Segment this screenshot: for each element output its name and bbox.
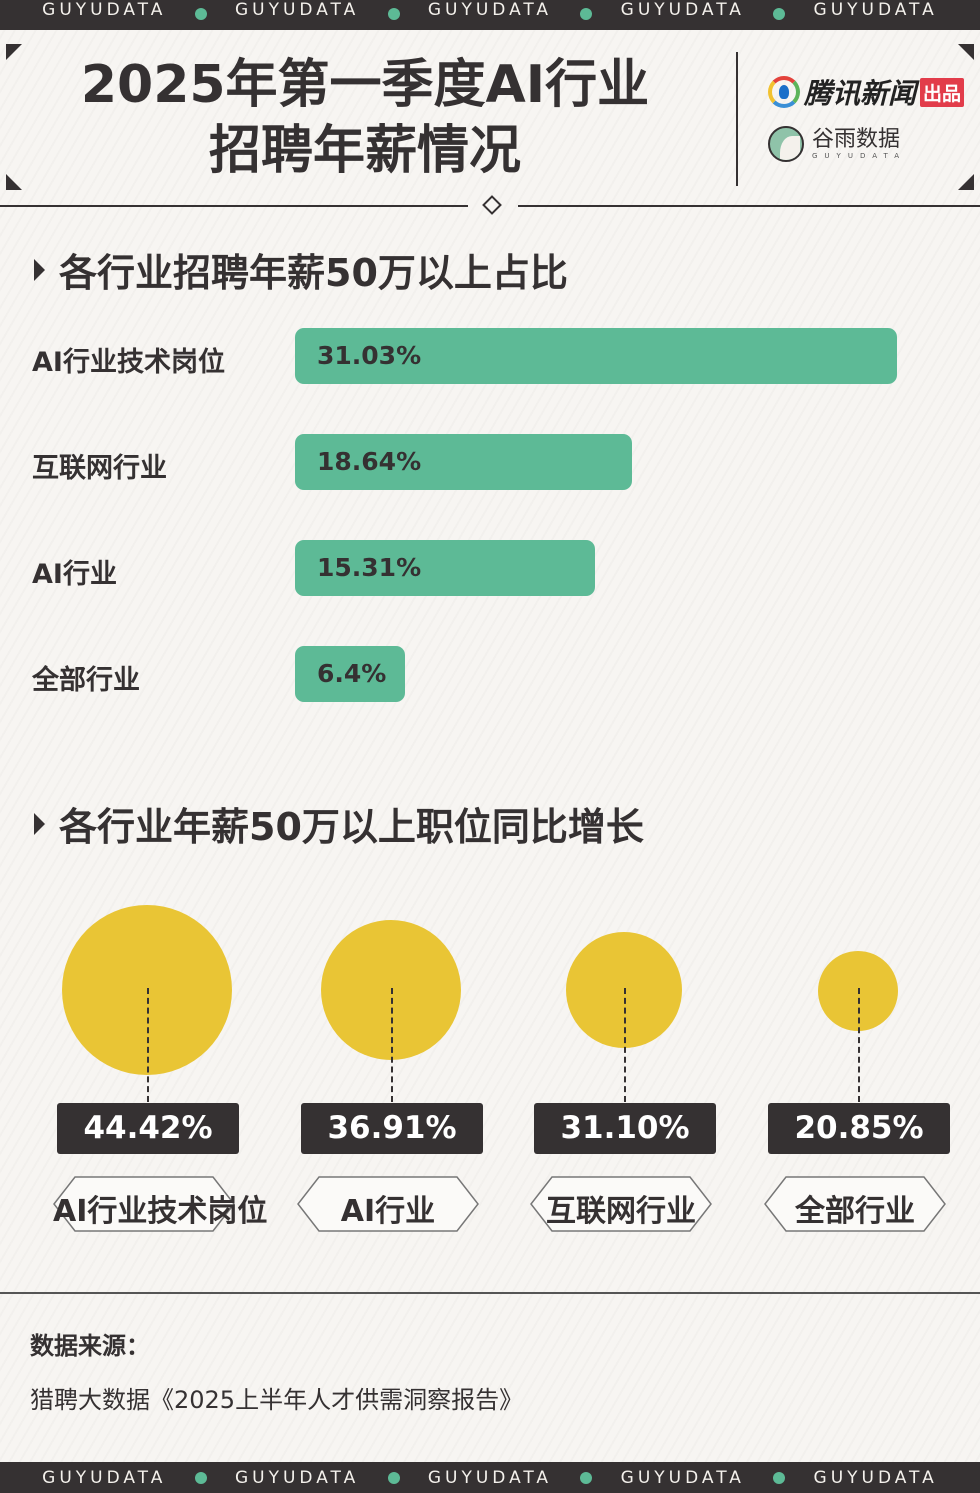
growth-value: 20.85%	[768, 1103, 950, 1154]
bar: 15.31%	[295, 540, 595, 596]
bar-label: AI行业技术岗位	[32, 347, 225, 378]
brand-text: GUYUDATA	[42, 1467, 167, 1488]
category-tag: 互联网行业	[530, 1176, 712, 1232]
brand-text: GUYUDATA	[234, 0, 360, 20]
dashed-connector	[391, 988, 393, 1102]
bubble-item: 31.10% 互联网行业	[524, 880, 724, 1240]
caret-right-icon	[34, 258, 45, 281]
diamond-icon	[482, 195, 502, 215]
dashed-connector	[147, 988, 149, 1102]
growth-value: 36.91%	[301, 1103, 483, 1154]
logo-subtitle: GUYUDATA	[812, 152, 906, 160]
dashed-connector	[624, 988, 626, 1102]
dot-icon	[387, 8, 400, 20]
corner-triangle-icon	[6, 174, 22, 190]
header-rule-left	[0, 205, 468, 207]
caret-right-icon	[34, 812, 45, 835]
logo-name: 谷雨数据	[812, 127, 901, 152]
bar-value: 31.03%	[317, 341, 422, 370]
dot-icon	[580, 1471, 593, 1484]
bar-value: 15.31%	[317, 553, 422, 582]
category-label: 全部行业	[795, 1194, 915, 1229]
brand-text: GUYUDATA	[427, 0, 553, 20]
section-title-growth: 各行业年薪50万以上职位同比增长	[34, 796, 644, 851]
section-title-text: 各行业招聘年薪50万以上占比	[59, 251, 568, 295]
title-line-1: 2025年第一季度AI行业	[80, 55, 650, 115]
source-divider	[0, 1292, 980, 1294]
category-label: AI行业	[340, 1194, 436, 1229]
bar-value: 6.4%	[317, 659, 387, 688]
bar-label: 互联网行业	[32, 453, 167, 484]
category-label: 互联网行业	[546, 1194, 696, 1229]
bottom-brand-strip: GUYUDATA GUYUDATA GUYUDATA GUYUDATA GUYU…	[0, 1462, 980, 1493]
section-title-share: 各行业招聘年薪50万以上占比	[34, 242, 568, 297]
dot-icon	[773, 8, 786, 20]
hexagon-frame-icon	[530, 1176, 712, 1232]
bar: 6.4%	[295, 646, 405, 702]
brand-text: GUYUDATA	[620, 0, 745, 20]
brand-text: GUYUDATA	[813, 0, 938, 20]
hexagon-frame-icon	[53, 1176, 235, 1232]
hexagon-frame-icon	[297, 1176, 479, 1232]
guyu-data-logo: 谷雨数据 GUYUDATA	[768, 126, 906, 162]
bubble-item: 20.85% 全部行业	[758, 880, 958, 1240]
top-brand-strip: GUYUDATA GUYUDATA GUYUDATA GUYUDATA GUYU…	[0, 0, 980, 30]
bar-row: 全部行业 6.4%	[0, 646, 980, 704]
brand-text: GUYUDATA	[620, 1467, 745, 1488]
title-line-2: 招聘年薪情况	[208, 121, 521, 181]
header-rule-right	[518, 205, 980, 207]
brand-text: GUYUDATA	[813, 1467, 938, 1488]
hexagon-frame-icon	[764, 1176, 946, 1232]
bar-label: 全部行业	[32, 665, 140, 696]
dot-icon	[194, 8, 207, 20]
brand-text: GUYUDATA	[234, 1467, 360, 1488]
tencent-news-icon	[768, 76, 800, 108]
dot-icon	[773, 1471, 786, 1484]
corner-triangle-icon	[6, 44, 22, 60]
growth-value: 44.42%	[57, 1103, 239, 1154]
bubble-item: 44.42% AI行业技术岗位	[47, 880, 268, 1240]
category-tag: 全部行业	[764, 1176, 946, 1232]
dashed-connector	[858, 988, 860, 1102]
logo-name: 腾讯新闻	[804, 77, 917, 110]
bar-value: 18.64%	[317, 447, 422, 476]
header-divider	[736, 52, 738, 186]
dot-icon	[194, 1471, 207, 1484]
bar: 31.03%	[295, 328, 897, 384]
bar-row: 互联网行业 18.64%	[0, 434, 980, 492]
logo-badge: 出品	[920, 77, 965, 107]
dot-icon	[580, 8, 593, 20]
section-title-text: 各行业年薪50万以上职位同比增长	[59, 805, 644, 849]
growth-value: 31.10%	[534, 1103, 716, 1154]
corner-triangle-icon	[958, 44, 974, 60]
category-tag: AI行业	[297, 1176, 479, 1232]
tencent-news-logo: 腾讯新闻 出品	[768, 72, 965, 112]
bar-row: AI行业 15.31%	[0, 540, 980, 598]
brand-text: GUYUDATA	[427, 1467, 553, 1488]
source-label: 数据来源：	[30, 1332, 150, 1360]
bar: 18.64%	[295, 434, 632, 490]
page-title: 2025年第一季度AI行业 招聘年薪情况	[40, 52, 690, 184]
brand-text: GUYUDATA	[42, 0, 167, 20]
bird-icon	[768, 126, 804, 162]
category-label: AI行业技术岗位	[53, 1194, 268, 1229]
corner-triangle-icon	[958, 174, 974, 190]
bar-row: AI行业技术岗位 31.03%	[0, 328, 980, 386]
bar-label: AI行业	[32, 559, 117, 590]
source-text: 猎聘大数据《2025上半年人才供需洞察报告》	[30, 1386, 524, 1414]
category-tag: AI行业技术岗位	[53, 1176, 268, 1232]
dot-icon	[387, 1471, 400, 1484]
bubble-item: 36.91% AI行业	[291, 880, 491, 1240]
